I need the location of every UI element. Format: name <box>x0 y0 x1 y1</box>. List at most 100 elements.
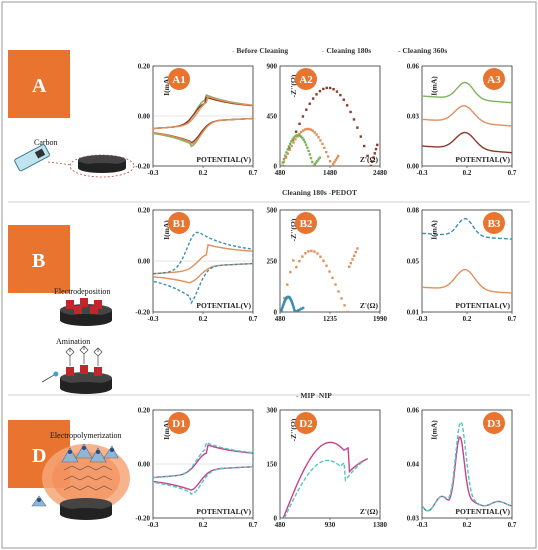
x-tick-label: 0.7 <box>249 521 258 529</box>
data-point <box>291 301 294 305</box>
y-tick-label: 0.06 <box>407 407 420 415</box>
x-tick-label: 0.7 <box>508 169 517 177</box>
x-axis-label: POTENTIAL(V) <box>196 301 251 310</box>
svg-text:- MIP -NIP: - MIP -NIP <box>296 391 332 400</box>
data-point <box>310 249 313 253</box>
legend-d-nip: NIP <box>319 391 332 400</box>
x-tick-label: -0.3 <box>416 169 428 177</box>
x-axis-label: Z'(Ω) <box>360 301 379 310</box>
data-point <box>282 302 285 306</box>
panel-badge-label: B2 <box>300 218 313 230</box>
x-tick-label: -0.3 <box>147 521 159 529</box>
y-tick-label: 0.01 <box>407 309 420 317</box>
data-point <box>339 93 342 97</box>
electrodeposition-label: Electrodeposition <box>54 287 110 296</box>
svg-text:Cleaning 180s -PEDOT: Cleaning 180s -PEDOT <box>282 188 357 197</box>
legend-b-cleaning-180s: Cleaning 180s <box>282 188 327 197</box>
data-point <box>283 296 286 300</box>
data-point <box>326 155 330 158</box>
data-point <box>301 306 305 310</box>
series-line-0 <box>422 81 512 104</box>
legend-a-cleaning-360s: Cleaning 360s <box>402 46 447 55</box>
panel-badge-a2: A2 <box>295 68 317 90</box>
series-line-0 <box>153 93 253 148</box>
data-point <box>293 135 297 138</box>
data-point <box>300 307 303 310</box>
data-point <box>332 88 335 91</box>
y-tick-label: -0.20 <box>135 163 150 171</box>
data-point <box>321 142 324 146</box>
data-point <box>295 134 298 137</box>
svg-text:- Before Cleaning: - Before Cleaning <box>232 46 288 55</box>
series-line-0 <box>153 444 253 491</box>
data-point <box>348 265 351 269</box>
panel-badge-label: D2 <box>299 418 313 430</box>
data-point <box>281 161 284 164</box>
data-point <box>315 133 318 136</box>
x-tick-label: -0.3 <box>147 315 159 323</box>
data-point <box>356 247 359 250</box>
data-point <box>328 86 332 90</box>
deposit-cube-icon <box>66 300 74 309</box>
data-point <box>332 162 335 166</box>
data-point <box>294 138 297 141</box>
data-point <box>281 304 285 307</box>
data-point <box>374 147 378 151</box>
series-line-1 <box>153 441 253 496</box>
data-point <box>302 138 305 142</box>
panel-badge-d2: D2 <box>295 412 317 434</box>
electropolymerization-label: Electropolymerization <box>50 431 122 440</box>
legend-d: - MIP -NIP <box>296 391 332 400</box>
x-tick-label: 480 <box>275 521 286 529</box>
data-point <box>299 135 303 138</box>
x-tick-label: -0.3 <box>147 169 159 177</box>
data-point <box>300 130 303 134</box>
y-tick-label: 500 <box>267 207 278 215</box>
electrodeposition-illustration: Electrodeposition <box>54 287 112 326</box>
data-point <box>376 143 379 147</box>
data-point <box>298 308 302 311</box>
panel-badge-d3: D3 <box>483 412 505 434</box>
x-tick-label: 2480 <box>373 169 388 177</box>
x-axis-label: Z'(Ω) <box>360 507 379 516</box>
data-point <box>288 142 292 145</box>
data-point <box>303 140 307 144</box>
data-point <box>334 283 337 286</box>
x-tick-label: -0.3 <box>416 315 428 323</box>
series-line-1 <box>422 105 512 127</box>
x-tick-label: 930 <box>325 521 336 529</box>
row-label-d-text: D <box>32 445 46 467</box>
data-point <box>313 131 316 134</box>
panel-badge-label: D1 <box>172 418 185 430</box>
data-point <box>334 158 337 162</box>
data-point <box>325 86 328 90</box>
data-point <box>308 102 311 105</box>
y-tick-label: 0.06 <box>407 63 420 71</box>
x-axis-label: POTENTIAL(V) <box>196 507 251 516</box>
chart-b3: -0.3 0.2 0.7 0.08 0.05 0.01 POTENTIAL(V) I(mA) B… <box>407 207 517 324</box>
data-point <box>297 134 300 137</box>
y-axis-label: I(mA) <box>429 220 438 240</box>
panel-badge-label: A2 <box>299 74 313 86</box>
x-tick-label: 1235 <box>323 315 338 323</box>
y-tick-label: 150 <box>267 461 278 469</box>
data-point <box>342 98 345 101</box>
data-point <box>301 115 305 118</box>
data-point <box>283 154 287 157</box>
data-point <box>307 250 310 253</box>
data-point <box>282 157 286 161</box>
x-tick-label: 0.2 <box>463 521 472 529</box>
data-point <box>313 250 316 253</box>
chart-a3: -0.3 0.2 0.7 0.06 0.03 0.00 POTENTIAL(V) I(mA) A… <box>407 63 517 178</box>
data-point <box>280 307 284 310</box>
row-label-a: A <box>8 50 70 118</box>
data-point <box>292 259 295 262</box>
data-point <box>349 261 353 265</box>
data-point <box>351 258 354 261</box>
data-point <box>354 250 358 254</box>
series-line-1 <box>422 268 512 294</box>
y-tick-label: -0.20 <box>135 309 150 317</box>
data-point <box>318 89 322 93</box>
y-axis-label: I(mA) <box>429 76 438 96</box>
panel-badge-d1: D1 <box>168 412 190 434</box>
